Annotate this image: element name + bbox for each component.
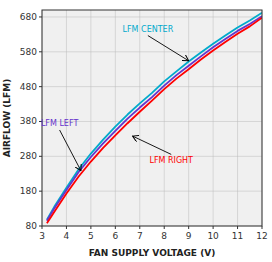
y-grid-line <box>42 191 262 192</box>
x-grid-line <box>188 10 189 226</box>
x-tick-label: 4 <box>64 231 70 241</box>
chart: 3 4 5 6 7 8 9 10 11 12 80 180 280 380 480 580 680 FAN SUP… <box>0 0 272 262</box>
y-grid-line <box>42 51 262 52</box>
axes: 3 4 5 6 7 8 9 10 11 12 80 180 280 380 480 580 680 <box>20 12 268 241</box>
annotation: LFM LEFT <box>41 119 78 128</box>
y-tick-label: 280 <box>20 151 37 161</box>
annotation-arrow <box>60 130 81 171</box>
x-grid-line <box>213 10 214 226</box>
y-tick-label: 480 <box>20 82 37 92</box>
series-line <box>47 18 262 224</box>
y-axis-label: AIRFLOW (LFM) <box>2 79 12 158</box>
x-tick-label: 8 <box>161 231 167 241</box>
x-tick-label: 10 <box>207 231 219 241</box>
x-tick-label: 3 <box>39 231 45 241</box>
annotation: LFM RIGHT <box>149 156 193 165</box>
x-grid-line <box>90 10 91 226</box>
annotation: LFM CENTER <box>123 25 174 34</box>
x-tick-label: 6 <box>112 231 118 241</box>
x-axis-label: FAN SUPPLY VOLTAGE (V) <box>89 248 216 258</box>
annotation-arrow <box>133 136 172 154</box>
series-line <box>47 13 262 220</box>
y-tick-label: 580 <box>20 47 37 57</box>
x-tick-label: 5 <box>88 231 94 241</box>
y-grid-line <box>42 16 262 17</box>
x-grid-line <box>164 10 165 226</box>
y-tick-label: 80 <box>26 221 38 231</box>
series-line <box>47 16 262 221</box>
grid <box>42 10 262 226</box>
x-grid-line <box>139 10 140 226</box>
y-tick-label: 680 <box>20 12 37 22</box>
y-tick-label: 380 <box>20 116 37 126</box>
x-grid-line <box>237 10 238 226</box>
y-tick-label: 180 <box>20 186 37 196</box>
plot-background <box>42 10 262 226</box>
x-tick-label: 11 <box>232 231 243 241</box>
annotation-arrow <box>148 36 189 61</box>
y-grid-line <box>42 86 262 87</box>
x-tick-label: 7 <box>137 231 143 241</box>
annotations: LFM CENTER LFM LEFT LFM RIGHT <box>41 25 193 171</box>
plot-frame <box>42 10 262 226</box>
x-tick-label: 12 <box>256 231 267 241</box>
x-grid-line <box>115 10 116 226</box>
x-tick-label: 9 <box>186 231 192 241</box>
series-lines <box>47 13 262 223</box>
